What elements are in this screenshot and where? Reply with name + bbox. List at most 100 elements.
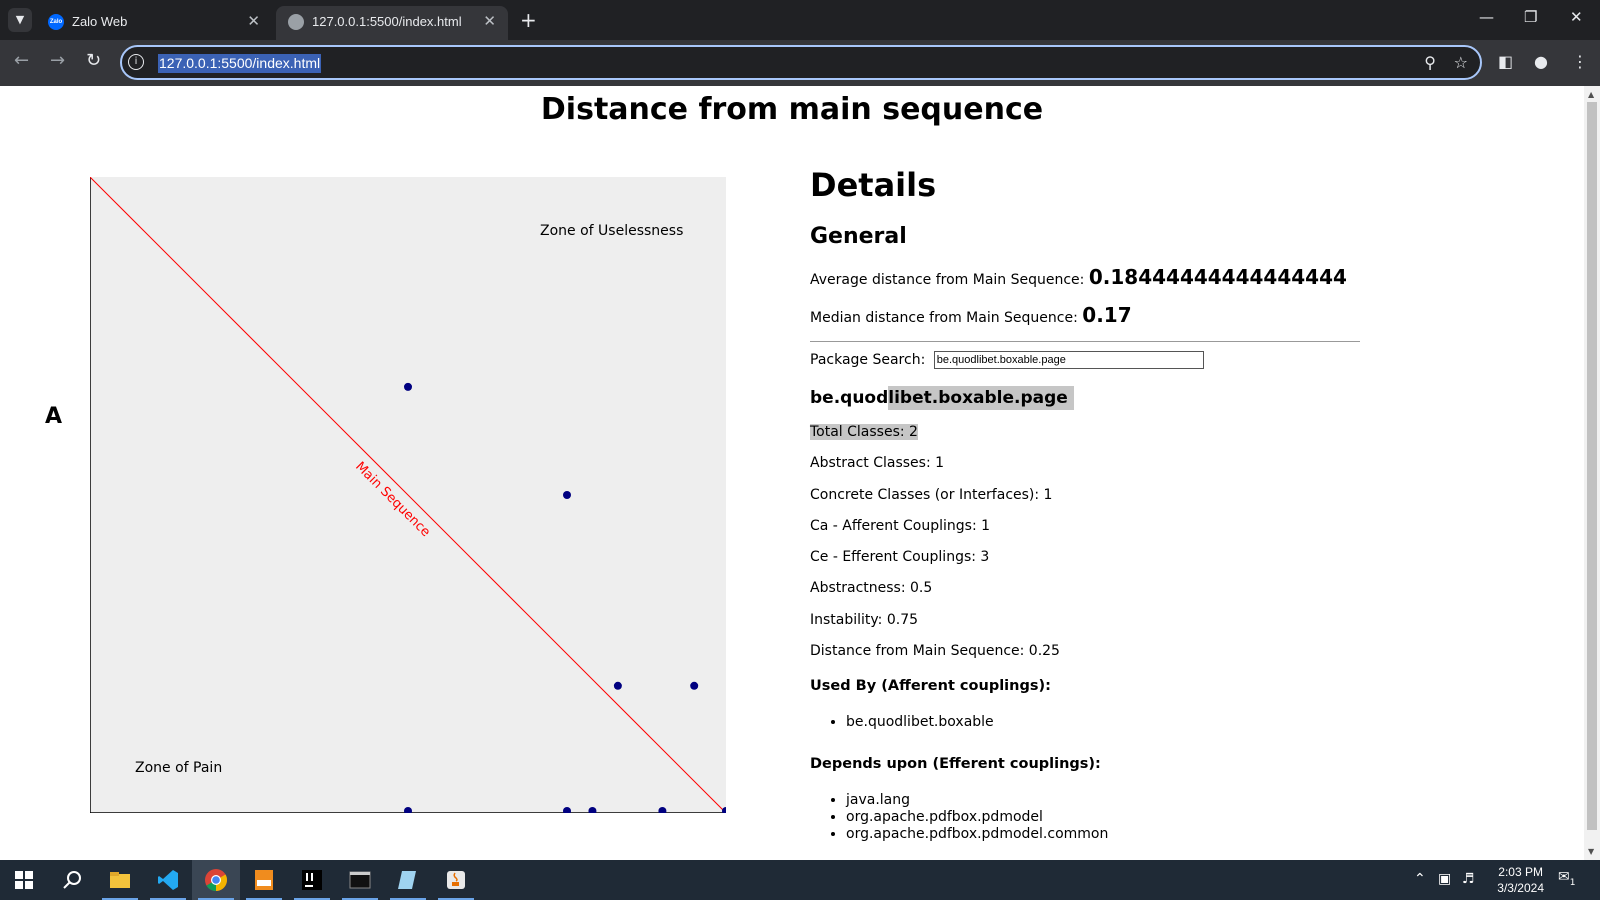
- windows-taskbar: ⌃ ▣ ♬ 2:03 PM 3/3/2024 ✉1: [0, 860, 1600, 900]
- used-by-list: be.quodlibet.boxable: [810, 714, 1370, 750]
- median-distance-row: Median distance from Main Sequence: 0.17: [810, 300, 1370, 338]
- details-heading: Details: [810, 166, 937, 204]
- running-indicator: [342, 898, 378, 900]
- minimize-icon[interactable]: —: [1479, 8, 1494, 26]
- list-item: org.apache.pdfbox.pdmodel: [846, 809, 1370, 826]
- average-distance-value: 0.18444444444444444: [1088, 265, 1347, 289]
- taskbar-notepad[interactable]: [384, 860, 432, 900]
- tab-title: Zalo Web: [72, 14, 128, 29]
- distance-from-main-sequence: Distance from Main Sequence: 0.25: [810, 643, 1060, 660]
- taskbar-chrome[interactable]: [192, 860, 240, 900]
- windows-start-button[interactable]: [0, 860, 48, 900]
- taskbar-vscode[interactable]: [144, 860, 192, 900]
- total-classes: Total Classes: 2: [810, 424, 918, 440]
- url-text[interactable]: 127.0.0.1:5500/index.html: [158, 54, 322, 73]
- taskbar-clock[interactable]: 2:03 PM 3/3/2024: [1497, 864, 1544, 896]
- data-point: [722, 807, 726, 813]
- details-panel: Details General Average distance from Ma…: [810, 166, 1370, 843]
- data-point: [404, 807, 412, 813]
- bookmark-star-icon[interactable]: ☆: [1453, 53, 1468, 72]
- taskbar-java[interactable]: [432, 860, 480, 900]
- running-indicator: [102, 898, 138, 900]
- running-indicator: [198, 898, 234, 900]
- forward-arrow-icon[interactable]: →: [50, 50, 66, 71]
- web-page: Distance from main sequence A Zone of Us…: [0, 86, 1584, 860]
- data-point: [613, 681, 622, 690]
- divider: [810, 341, 1360, 342]
- profile-icon[interactable]: ●: [1534, 52, 1548, 71]
- package-search-row: Package Search:: [810, 350, 1370, 388]
- scrollbar-thumb[interactable]: [1587, 102, 1597, 830]
- median-distance-label: Median distance from Main Sequence:: [810, 310, 1078, 326]
- afferent-couplings: Ca - Afferent Couplings: 1: [810, 517, 991, 534]
- taskbar-search-button[interactable]: [48, 860, 96, 900]
- menu-kebab-icon[interactable]: ⋮: [1572, 52, 1588, 71]
- address-bar[interactable]: i 127.0.0.1:5500/index.html ⚲ ☆: [120, 45, 1482, 80]
- package-search-input[interactable]: [933, 351, 1204, 369]
- vscode-icon: [158, 870, 178, 890]
- windows-start-icon: [15, 871, 33, 889]
- taskbar-terminal[interactable]: [336, 860, 384, 900]
- side-panel-icon[interactable]: ◧: [1498, 52, 1514, 71]
- median-distance-value: 0.17: [1082, 303, 1132, 327]
- tab-search-chevron-icon[interactable]: ▼: [8, 8, 32, 32]
- y-axis-label: A: [45, 404, 63, 429]
- taskbar-pdf-app[interactable]: [240, 860, 288, 900]
- concrete-classes: Concrete Classes (or Interfaces): 1: [810, 486, 1053, 503]
- depends-upon-heading: Depends upon (Efferent couplings):: [810, 756, 1101, 773]
- notification-center-icon[interactable]: ✉1: [1558, 869, 1576, 888]
- efferent-couplings: Ce - Efferent Couplings: 3: [810, 549, 990, 566]
- browser-toolbar: ← → ↻ i 127.0.0.1:5500/index.html ⚲ ☆ ◧ …: [0, 40, 1600, 86]
- main-sequence-label: Main Sequence: [352, 459, 433, 540]
- running-indicator: [390, 898, 426, 900]
- used-by-heading: Used By (Afferent couplings):: [810, 678, 1051, 695]
- close-window-icon[interactable]: ✕: [1570, 8, 1583, 26]
- reload-icon[interactable]: ↻: [86, 50, 102, 71]
- network-icon[interactable]: ▣: [1438, 871, 1452, 887]
- java-icon: [447, 871, 465, 889]
- taskbar-file-explorer[interactable]: [96, 860, 144, 900]
- tab-zalo-web[interactable]: Zalo Zalo Web ✕: [36, 6, 272, 40]
- instability: Instability: 0.75: [810, 611, 919, 628]
- zalo-icon: Zalo: [48, 14, 64, 30]
- taskbar-intellij[interactable]: [288, 860, 336, 900]
- data-point: [588, 807, 597, 813]
- search-icon: [63, 871, 81, 889]
- browser-tab-bar: ▼ Zalo Zalo Web ✕ 127.0.0.1:5500/index.h…: [0, 0, 1600, 40]
- list-item: be.quodlibet.boxable: [846, 714, 1370, 731]
- tab-localhost[interactable]: 127.0.0.1:5500/index.html ✕: [276, 6, 508, 40]
- zone-of-pain-label: Zone of Pain: [135, 760, 222, 776]
- list-item: org.apache.pdfbox.pdmodel.common: [846, 826, 1370, 843]
- depends-upon-list: java.lang org.apache.pdfbox.pdmodel org.…: [810, 792, 1370, 843]
- page-title: Distance from main sequence: [540, 92, 1044, 127]
- package-name: be.quodlibet.boxable.page: [810, 386, 1370, 422]
- tab-title: 127.0.0.1:5500/index.html: [312, 14, 462, 29]
- chrome-icon: [205, 869, 227, 891]
- pdf-icon: [255, 870, 273, 890]
- site-info-icon[interactable]: i: [128, 54, 144, 70]
- close-tab-icon[interactable]: ✕: [483, 13, 496, 30]
- zoom-icon[interactable]: ⚲: [1424, 53, 1436, 72]
- running-indicator: [438, 898, 474, 900]
- scroll-down-icon[interactable]: ▼: [1588, 847, 1595, 856]
- data-point: [690, 681, 699, 690]
- abstractness: Abstractness: 0.5: [810, 580, 933, 597]
- average-distance-row: Average distance from Main Sequence: 0.1…: [810, 262, 1370, 300]
- scroll-up-icon[interactable]: ▲: [1588, 90, 1595, 99]
- data-point: [563, 491, 571, 499]
- close-tab-icon[interactable]: ✕: [247, 13, 260, 30]
- volume-muted-icon[interactable]: ♬: [1462, 871, 1475, 887]
- package-name-highlight: libet.boxable.page: [888, 386, 1074, 410]
- clock-time: 2:03 PM: [1498, 865, 1543, 879]
- terminal-icon: [349, 871, 371, 889]
- list-item: java.lang: [846, 792, 1370, 809]
- zone-of-uselessness-label: Zone of Uselessness: [540, 223, 683, 239]
- restore-icon[interactable]: ❐: [1524, 8, 1538, 26]
- back-arrow-icon[interactable]: ←: [14, 50, 30, 71]
- new-tab-button[interactable]: +: [520, 8, 537, 32]
- main-sequence-chart: Zone of Uselessness Zone of Pain Main Sequ…: [90, 177, 726, 813]
- data-point: [658, 807, 667, 813]
- page-scrollbar[interactable]: ▲ ▼: [1584, 86, 1600, 860]
- show-hidden-icons-chevron-icon[interactable]: ⌃: [1414, 871, 1426, 887]
- running-indicator: [294, 898, 330, 900]
